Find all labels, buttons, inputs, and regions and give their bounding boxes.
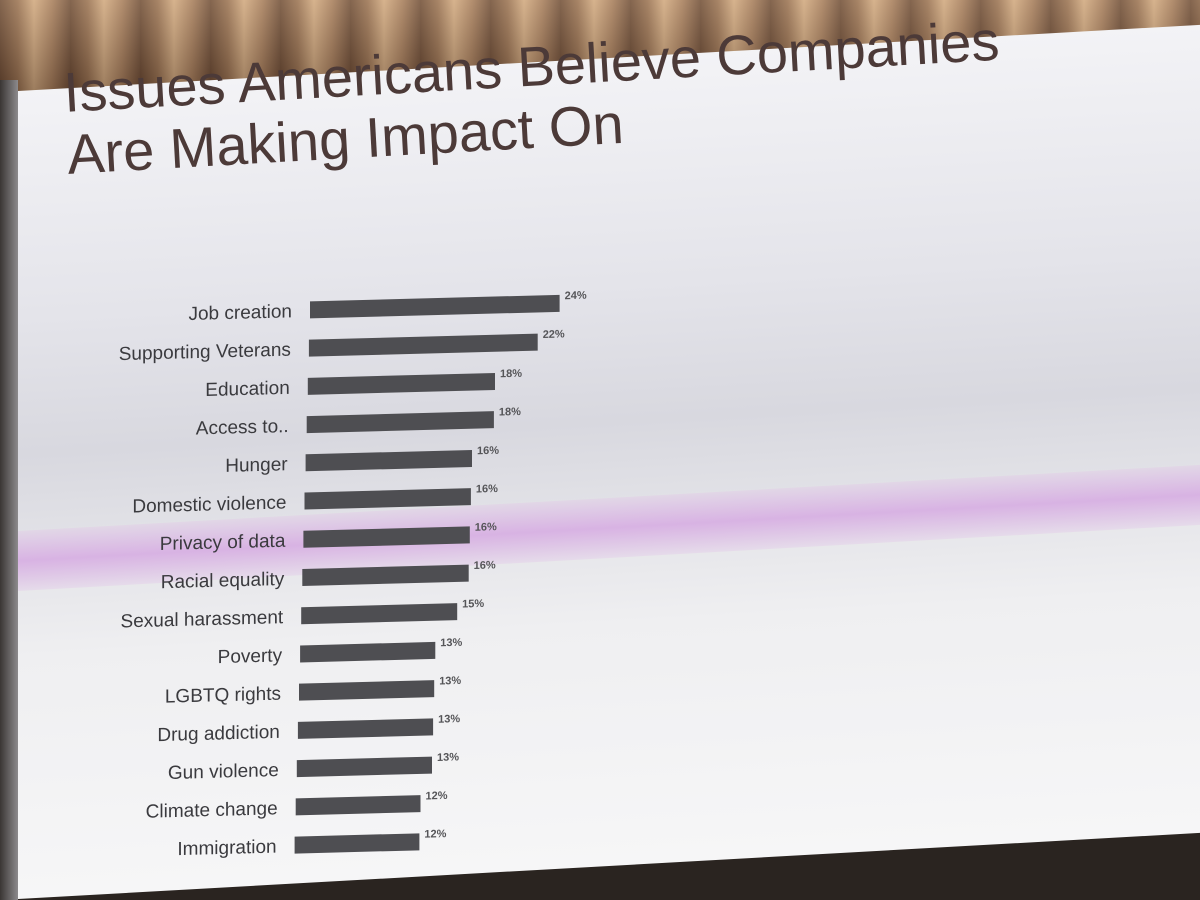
value-label: 22% xyxy=(543,328,565,341)
value-label: 13% xyxy=(439,675,461,688)
bar xyxy=(299,680,435,701)
bar xyxy=(301,603,458,625)
bar xyxy=(308,333,538,357)
bar xyxy=(306,411,494,434)
value-label: 18% xyxy=(500,368,522,381)
value-label: 16% xyxy=(477,445,499,458)
value-label: 18% xyxy=(499,406,521,419)
bar xyxy=(305,449,472,472)
bar xyxy=(310,294,560,319)
value-label: 15% xyxy=(462,598,484,611)
category-label: Hunger xyxy=(225,454,288,477)
bar xyxy=(303,526,470,548)
bar xyxy=(304,488,471,510)
bar xyxy=(307,372,495,395)
bar xyxy=(296,756,432,778)
category-label: LGBTQ rights xyxy=(165,684,281,708)
bar xyxy=(302,564,469,586)
value-label: 13% xyxy=(437,751,459,764)
value-label: 16% xyxy=(475,521,497,534)
category-label: Supporting Veterans xyxy=(119,340,291,366)
bar xyxy=(297,718,434,739)
value-label: 12% xyxy=(425,790,447,803)
category-label: Climate change xyxy=(146,798,278,822)
category-label: Gun violence xyxy=(168,760,279,784)
value-label: 13% xyxy=(440,637,462,650)
bar xyxy=(294,833,420,854)
value-label: 16% xyxy=(476,483,498,496)
screen-left-edge xyxy=(0,80,18,900)
value-label: 12% xyxy=(424,828,446,841)
bar xyxy=(295,795,421,816)
category-label: Drug addiction xyxy=(157,722,280,746)
value-label: 24% xyxy=(565,290,587,303)
category-label: Poverty xyxy=(218,645,283,668)
value-label: 16% xyxy=(474,559,496,572)
category-label: Immigration xyxy=(177,837,276,861)
category-label: Sexual harassment xyxy=(121,607,284,632)
category-label: Domestic violence xyxy=(132,493,286,518)
bar xyxy=(300,641,436,663)
category-label: Job creation xyxy=(189,301,292,325)
category-label: Education xyxy=(205,378,290,401)
category-label: Racial equality xyxy=(161,569,285,593)
category-label: Privacy of data xyxy=(160,531,286,555)
value-label: 13% xyxy=(438,713,460,726)
category-label: Access to.. xyxy=(196,416,289,439)
